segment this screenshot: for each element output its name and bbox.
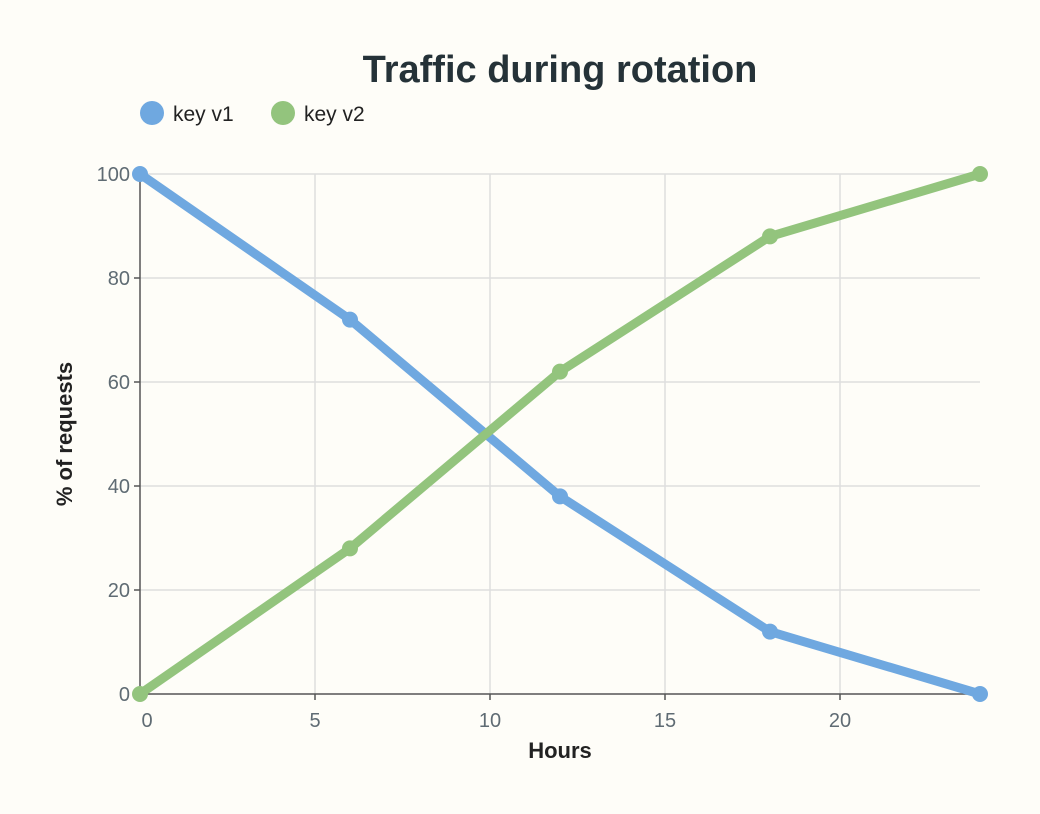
y-tick-label: 80 (108, 268, 130, 290)
x-tick-label: 10 (479, 710, 501, 732)
legend-item: key v1 (140, 101, 234, 126)
data-point (132, 686, 148, 702)
y-axis-label: % of requests (52, 362, 77, 506)
x-axis-ticks: 0 5 10 15 20 (140, 694, 851, 732)
y-tick-label: 0 (119, 684, 130, 706)
legend-label: key v1 (173, 103, 234, 126)
legend-item: key v2 (271, 101, 365, 126)
data-point (552, 488, 568, 504)
data-point (972, 686, 988, 702)
data-point (762, 624, 778, 640)
grid (140, 174, 980, 694)
y-tick-label: 40 (108, 476, 130, 498)
legend-swatch (140, 101, 164, 125)
data-point (342, 540, 358, 556)
x-tick-label: 5 (309, 710, 320, 732)
y-tick-label: 60 (108, 372, 130, 394)
x-tick-label: 0 (141, 710, 152, 732)
series-line (140, 174, 980, 694)
y-axis-ticks: 0 20 40 60 80 100 (97, 164, 140, 706)
series-2 (132, 166, 988, 702)
series-line (140, 174, 980, 694)
x-tick-label: 20 (829, 710, 851, 732)
data-point (972, 166, 988, 182)
legend-label: key v2 (304, 103, 365, 126)
legend: key v1 key v2 (140, 101, 365, 126)
x-tick-label: 15 (654, 710, 676, 732)
y-tick-label: 20 (108, 580, 130, 602)
data-point (552, 364, 568, 380)
x-axis-label: Hours (528, 738, 592, 763)
chart-title: Traffic during rotation (363, 49, 758, 91)
series-1 (132, 166, 988, 702)
data-point (132, 166, 148, 182)
legend-swatch (271, 101, 295, 125)
data-point (762, 228, 778, 244)
y-tick-label: 100 (97, 164, 130, 186)
series-layer (132, 166, 988, 702)
data-point (342, 312, 358, 328)
